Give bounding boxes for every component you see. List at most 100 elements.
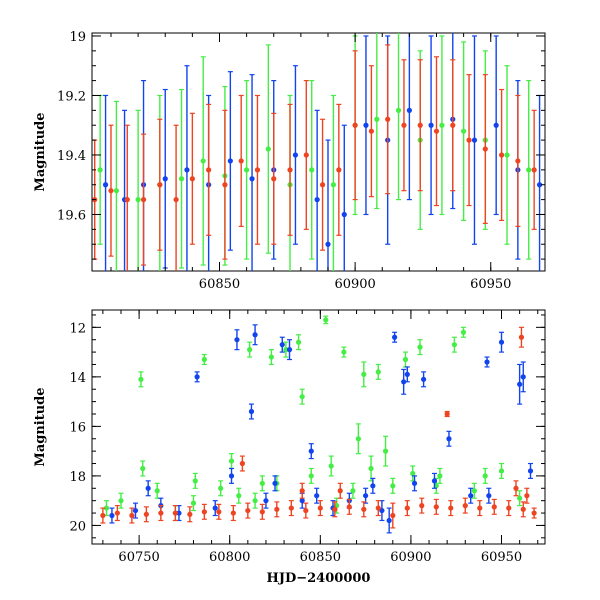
bottom-data-point xyxy=(274,506,280,512)
bottom-data-point xyxy=(498,468,505,474)
top-data-point xyxy=(222,182,228,188)
top-data-point xyxy=(157,182,163,188)
bottom-data-point xyxy=(328,463,334,469)
bottom-data-point xyxy=(228,458,235,464)
bottom-data-point xyxy=(482,473,488,479)
top-data-point xyxy=(206,167,212,173)
top-data-point xyxy=(363,122,369,128)
bottom-series-blue xyxy=(109,324,534,534)
bottom-y-tick-label: 14 xyxy=(69,371,86,386)
bottom-data-point xyxy=(252,332,258,338)
bottom-data-point xyxy=(517,381,523,387)
top-data-point xyxy=(504,152,510,158)
bottom-data-point xyxy=(375,505,381,511)
bottom-data-point xyxy=(460,329,467,335)
bottom-data-point xyxy=(192,478,198,484)
top-data-point xyxy=(287,167,293,173)
bottom-data-point xyxy=(245,507,251,514)
top-data-point xyxy=(200,158,206,164)
bottom-data-point xyxy=(172,510,178,516)
top-data-point xyxy=(244,167,250,173)
bottom-data-point xyxy=(477,505,483,511)
top-data-point xyxy=(314,197,320,203)
bottom-data-point xyxy=(140,465,146,472)
bottom-data-point xyxy=(363,493,369,499)
top-data-point xyxy=(108,188,114,194)
bottom-data-point xyxy=(263,498,269,504)
top-data-point xyxy=(292,152,299,158)
top-x-tick-label: 60850 xyxy=(199,277,240,292)
top-data-point xyxy=(536,182,543,188)
bottom-data-point xyxy=(390,512,396,519)
bottom-data-point xyxy=(417,344,423,350)
bottom-data-point xyxy=(444,411,450,417)
top-x-tick-label: 60900 xyxy=(334,277,375,292)
bottom-data-point xyxy=(411,480,418,486)
top-data-point xyxy=(352,122,358,128)
bottom-data-point xyxy=(103,505,110,511)
bottom-data-point xyxy=(118,498,124,504)
bottom-data-point xyxy=(194,374,200,380)
bottom-x-tick-label: 60750 xyxy=(118,550,159,565)
bottom-data-point xyxy=(379,507,385,514)
top-data-point xyxy=(466,137,472,143)
bottom-y-tick-label: 18 xyxy=(69,470,86,485)
top-data-point xyxy=(439,122,445,128)
bottom-data-point xyxy=(484,359,490,365)
bottom-data-layer xyxy=(100,315,537,534)
bottom-data-point xyxy=(247,347,253,353)
bottom-data-point xyxy=(218,485,224,491)
bottom-data-point xyxy=(451,342,457,348)
bottom-data-point xyxy=(513,485,519,491)
top-data-point xyxy=(254,167,261,173)
bottom-x-tick-label: 60900 xyxy=(390,550,431,565)
top-data-point xyxy=(184,167,190,173)
top-data-point xyxy=(140,197,147,203)
bottom-data-point xyxy=(145,485,151,491)
bottom-data-point xyxy=(486,493,492,499)
top-data-point xyxy=(173,197,179,203)
bottom-data-point xyxy=(299,488,305,494)
bottom-y-axis-label: Magnitude xyxy=(33,387,48,466)
top-x-tick-label: 60950 xyxy=(470,277,511,292)
top-data-layer xyxy=(92,33,543,271)
top-data-point xyxy=(97,167,103,173)
bottom-data-point xyxy=(420,376,427,382)
bottom-data-point xyxy=(370,483,376,489)
top-data-point xyxy=(374,116,380,122)
bottom-data-point xyxy=(239,460,245,467)
bottom-data-point xyxy=(158,510,164,516)
bottom-data-point xyxy=(299,394,305,400)
bottom-data-point xyxy=(437,473,443,479)
top-data-point xyxy=(515,158,521,164)
bottom-data-point xyxy=(518,334,525,340)
top-data-point xyxy=(265,146,271,152)
bottom-data-point xyxy=(317,505,323,511)
top-plot-frame xyxy=(91,32,546,272)
top-data-point xyxy=(385,116,391,122)
top-data-point xyxy=(227,158,233,164)
bottom-data-point xyxy=(234,337,240,343)
bottom-plot-frame xyxy=(91,309,546,545)
bottom-data-point xyxy=(350,488,356,494)
bottom-data-point xyxy=(491,504,497,510)
bottom-data-point xyxy=(138,376,144,382)
top-data-point xyxy=(482,146,488,152)
bottom-data-point xyxy=(332,506,338,512)
top-data-point xyxy=(526,167,532,173)
bottom-data-point xyxy=(308,448,314,454)
bottom-data-point xyxy=(355,436,361,442)
top-series-red xyxy=(92,44,537,271)
top-data-point xyxy=(336,167,342,173)
bottom-data-point xyxy=(248,408,255,415)
bottom-data-point xyxy=(341,349,347,355)
bottom-data-point xyxy=(259,509,265,515)
bottom-data-point xyxy=(114,510,120,516)
top-data-point xyxy=(303,152,309,158)
bottom-data-point xyxy=(446,436,452,442)
top-data-point xyxy=(271,176,277,182)
bottom-panel: 60750 60800 60850 60900 60950 12 14 16 18 20 Magni… xyxy=(33,309,546,586)
bottom-data-point xyxy=(520,506,526,512)
bottom-data-point xyxy=(368,465,374,472)
bottom-data-point xyxy=(471,488,477,494)
